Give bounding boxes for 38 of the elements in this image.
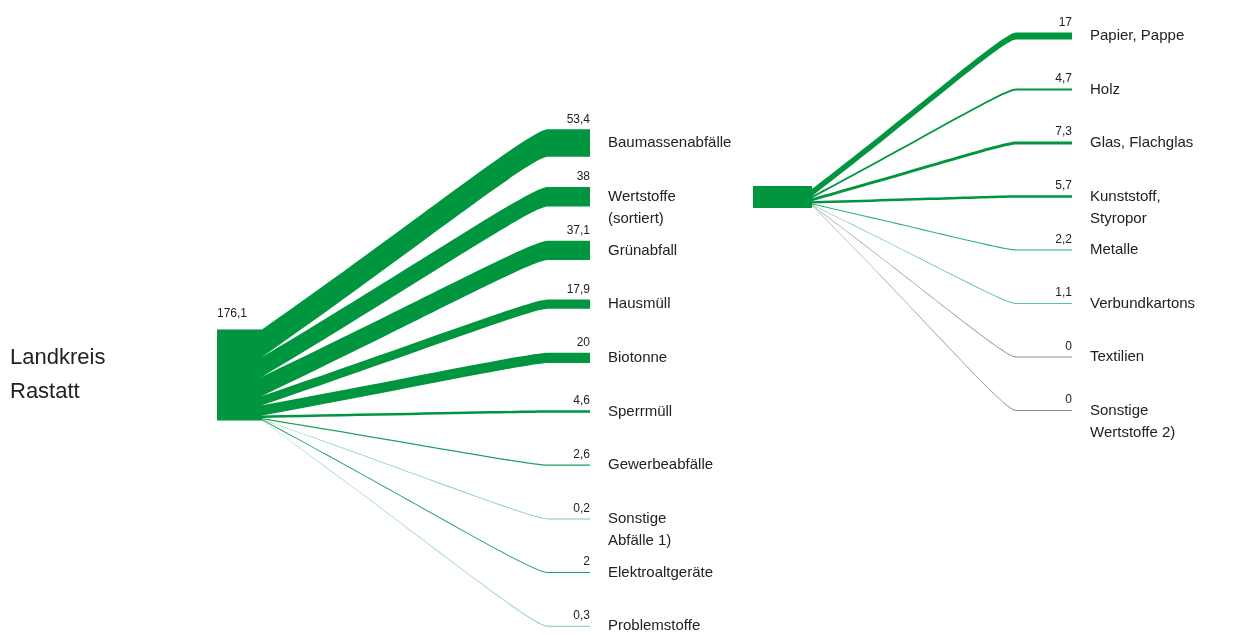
category-label: Hausmüll [608, 294, 671, 312]
category-label: Elektroaltgeräte [608, 562, 714, 580]
category-label: Holz [1090, 79, 1121, 97]
category-label: Metalle [1090, 240, 1139, 258]
data-label: 17 [1058, 14, 1073, 29]
category-label: Sperrmüll [608, 401, 673, 419]
category-label: Textilien [1090, 347, 1145, 365]
category-label: Gewerbeabfälle [608, 455, 714, 473]
category-label: Grünabfall [608, 240, 678, 258]
data-label: 38 [576, 169, 591, 184]
data-label: 0,3 [573, 608, 591, 623]
data-label: 1,1 [1055, 285, 1073, 300]
category-label: Papier, Pappe [1090, 26, 1185, 44]
data-label: 37,1 [566, 223, 591, 238]
data-label: 2 [583, 554, 591, 569]
category-label: Sonstige Wertstoffe 2) [1090, 400, 1176, 440]
data-label: 53,4 [566, 111, 591, 126]
data-label: 0,2 [573, 500, 591, 515]
category-label: Wertstoffe (sortiert) [608, 186, 676, 226]
category-label: Baumassenabfälle [608, 133, 732, 151]
data-label: 2,2 [1055, 231, 1073, 246]
text: 176,1 [217, 305, 248, 320]
data-label: 4,6 [573, 392, 591, 407]
data-label: 4,7 [1055, 70, 1073, 85]
data-label: 20 [576, 334, 591, 349]
category-label: Verbundkartons [1090, 293, 1196, 311]
text: Landkreis Rastatt [10, 344, 106, 404]
data-label: 5,7 [1055, 177, 1073, 192]
data-label: 7,3 [1055, 123, 1073, 138]
data-label: 0 [1065, 338, 1073, 353]
data-label: 17,9 [566, 281, 591, 296]
category-label: Biotonne [608, 347, 668, 365]
category-label: Sonstige Abfälle 1) [608, 509, 672, 549]
category-label: Kunststoff, Styropor [1090, 186, 1161, 226]
category-label: Problemstoffe [608, 616, 701, 634]
category-label: Glas, Flachglas [1090, 133, 1194, 151]
data-label: 0 [1065, 392, 1073, 407]
data-label: 2,6 [573, 446, 591, 461]
